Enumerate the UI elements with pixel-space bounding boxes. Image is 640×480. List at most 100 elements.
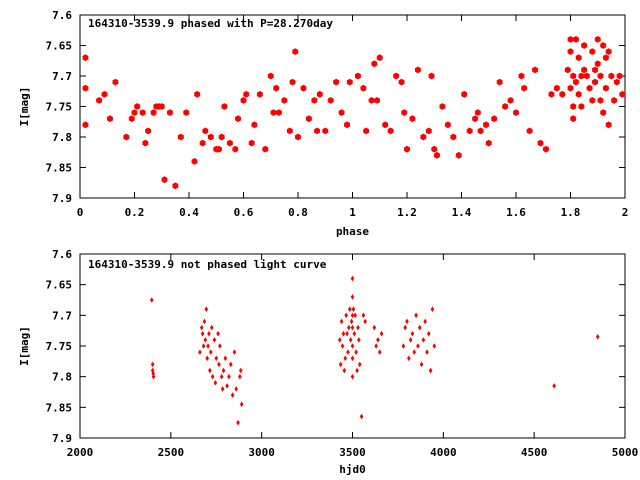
y-tick-label: 7.9 (52, 192, 72, 205)
data-point (455, 151, 462, 159)
data-point (428, 72, 435, 80)
data-point (600, 109, 607, 116)
y-tick-label: 7.7 (52, 70, 72, 83)
data-point (234, 386, 239, 392)
data-point (379, 330, 384, 337)
data-point (346, 349, 350, 355)
data-point (605, 48, 612, 55)
data-point (376, 337, 380, 343)
data-points (82, 36, 626, 190)
data-point (227, 373, 231, 380)
data-point (200, 330, 205, 337)
data-point (281, 97, 288, 104)
data-point (425, 349, 429, 355)
data-point (518, 72, 525, 80)
data-point (191, 158, 198, 165)
data-point (416, 343, 420, 349)
data-point (616, 72, 623, 80)
data-point (419, 361, 424, 368)
data-point (403, 324, 407, 331)
data-point (417, 324, 422, 331)
y-tick-label: 7.8 (52, 131, 72, 144)
data-point (430, 306, 435, 312)
data-point (217, 361, 221, 368)
data-point (502, 103, 509, 110)
x-tick-label: 0 (77, 206, 84, 219)
data-point (240, 97, 247, 104)
data-point (405, 318, 409, 325)
data-point (521, 84, 528, 92)
data-point (594, 60, 601, 68)
data-point (344, 312, 348, 319)
data-point (158, 103, 165, 110)
x-tick-label: 0.4 (179, 206, 199, 219)
data-point (414, 66, 421, 74)
data-point (420, 133, 427, 141)
data-point (82, 84, 89, 92)
x-tick-label: 1 (349, 206, 356, 219)
data-point (228, 361, 233, 368)
chart-title: 164310-3539.9 phased with P=28.270day (88, 17, 333, 30)
data-point (371, 60, 378, 68)
data-point (145, 127, 152, 135)
data-point (368, 97, 375, 104)
data-point (139, 109, 146, 116)
data-point (597, 72, 604, 80)
data-point (349, 318, 354, 325)
data-point (150, 367, 155, 374)
chart-title: 164310-3539.9 not phased light curve (88, 258, 327, 271)
data-point (194, 90, 201, 98)
x-tick-label: 1.8 (561, 206, 581, 219)
data-point (357, 361, 362, 368)
data-point (207, 133, 214, 141)
data-point (592, 78, 598, 86)
data-point (128, 115, 135, 123)
data-point (275, 109, 282, 116)
data-point (345, 330, 349, 337)
data-point (423, 318, 427, 325)
data-point (150, 109, 157, 116)
data-point (248, 139, 255, 147)
data-point (356, 324, 360, 331)
data-point (243, 90, 250, 98)
data-point (96, 97, 103, 104)
data-point (218, 133, 225, 141)
data-point (589, 97, 596, 104)
data-point (311, 97, 318, 104)
data-point (434, 151, 440, 159)
data-point (142, 139, 149, 147)
data-point (183, 109, 190, 116)
data-point (595, 334, 600, 340)
data-point (350, 343, 355, 349)
data-point (382, 121, 389, 129)
data-point (412, 349, 417, 355)
data-point (202, 318, 207, 325)
data-point (273, 84, 280, 92)
data-point (82, 121, 89, 129)
data-point (216, 330, 220, 337)
data-point (270, 109, 277, 116)
data-point (218, 343, 222, 349)
data-point (359, 413, 364, 420)
data-point (575, 54, 582, 62)
data-point (575, 90, 582, 98)
data-point (262, 145, 269, 153)
y-tick-label: 7.75 (46, 340, 73, 353)
data-point (300, 84, 307, 92)
data-point (198, 349, 202, 355)
y-tick-label: 7.65 (46, 279, 73, 292)
y-tick-label: 7.65 (46, 40, 73, 53)
data-point (177, 133, 184, 141)
data-point (513, 109, 519, 116)
data-point (209, 349, 213, 355)
data-point (477, 127, 484, 135)
x-tick-label: 3500 (339, 446, 366, 459)
data-point (600, 42, 607, 49)
data-point (573, 36, 579, 43)
y-tick-label: 7.8 (52, 371, 72, 384)
x-axis-label: phase (336, 225, 369, 238)
y-tick-label: 7.85 (46, 162, 73, 175)
data-point (485, 139, 492, 147)
data-point (425, 127, 432, 135)
data-point (201, 343, 206, 349)
